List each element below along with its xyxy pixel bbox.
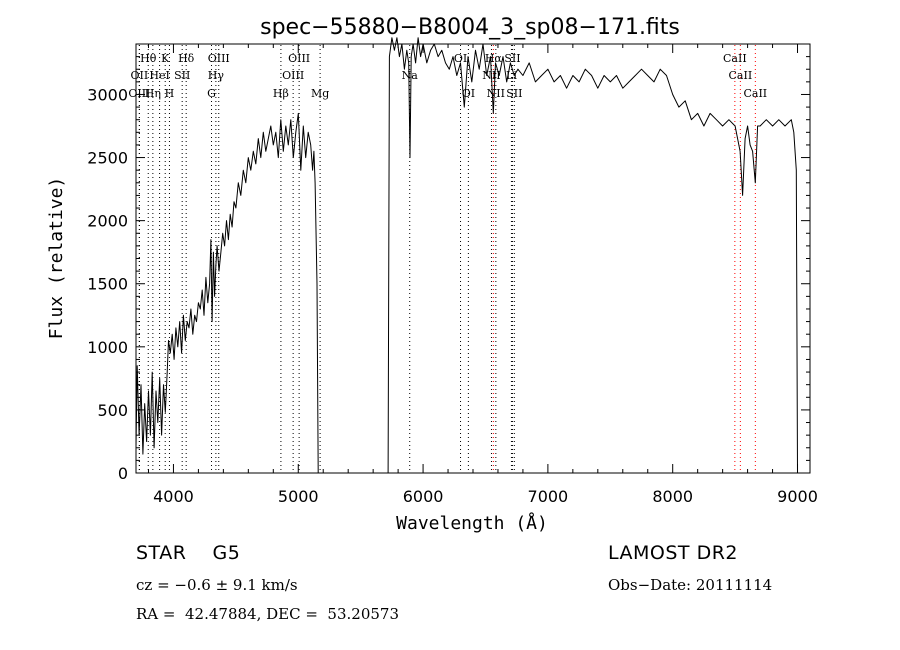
line-label-23: Mg (311, 87, 329, 100)
line-label-9: OII (131, 69, 149, 82)
plot-frame (135, 43, 811, 474)
y-axis-label: Flux (relative) (46, 177, 67, 340)
line-label-20: H (165, 87, 175, 100)
x-tick-label-1: 5000 (278, 487, 319, 506)
observation-date: Obs−Date: 20111114 (608, 576, 773, 594)
x-tick-label-5: 9000 (777, 487, 818, 506)
spectrum-segment-1 (387, 37, 798, 474)
line-label-12: Hγ (208, 69, 225, 82)
x-tick-label-4: 8000 (652, 487, 693, 506)
sky-coordinates: RA = 42.47884, DEC = 53.20573 (136, 605, 400, 623)
spectrum-segment-0 (135, 112, 319, 474)
line-label-22: Hβ (273, 87, 289, 100)
line-label-26: SII (506, 87, 522, 100)
y-tick-label-1: 500 (97, 401, 128, 420)
line-label-6: Hα (485, 52, 503, 65)
line-label-17: CaII (729, 69, 753, 82)
y-tick-label-2: 1000 (87, 338, 128, 357)
y-axis-ticks: 0 500 1000 1500 2000 2500 3000 (87, 43, 810, 483)
y-tick-label-0: 0 (118, 464, 128, 483)
line-label-4: OIII (288, 52, 310, 65)
line-label-2: Hδ (178, 52, 195, 65)
x-tick-label-3: 7000 (528, 487, 569, 506)
line-label-3: OIII (208, 52, 230, 65)
line-label-5: OI (454, 52, 467, 65)
line-label-27: CaII (743, 87, 767, 100)
y-tick-label-5: 2500 (87, 149, 128, 168)
line-label-8: CaII (723, 52, 747, 65)
y-tick-label-6: 3000 (87, 85, 128, 104)
y-tick-label-4: 2000 (87, 212, 128, 231)
redshift-velocity: cz = −0.6 ± 9.1 km/s (136, 576, 298, 594)
line-label-11: SII (174, 69, 190, 82)
spectrum-series (135, 37, 798, 474)
line-label-14: Na (402, 69, 419, 82)
object-class: STAR G5 (136, 542, 241, 564)
survey-name: LAMOST DR2 (608, 542, 738, 564)
line-label-21: G (207, 87, 216, 100)
line-label-13: OIII (282, 69, 304, 82)
x-tick-label-2: 6000 (403, 487, 444, 506)
line-label-10: HeI (149, 69, 169, 82)
x-axis-label: Wavelength (Å) (396, 512, 548, 534)
line-label-1: K (161, 52, 170, 65)
line-label-19: Hη (145, 87, 161, 100)
line-label-18: OIII (128, 87, 150, 100)
line-label-7: SII (504, 52, 520, 65)
x-axis-ticks: 4000 5000 6000 7000 8000 9000 (147, 44, 818, 506)
line-label-0: Hθ (140, 52, 157, 65)
spectral-line-markers (138, 45, 756, 472)
line-label-25: NII (487, 87, 505, 100)
line-label-16: Li (506, 69, 517, 82)
chart-title: spec−55880−B8004_3_sp08−171.fits (260, 15, 680, 40)
y-tick-label-3: 1500 (87, 275, 128, 294)
x-tick-label-0: 4000 (153, 487, 194, 506)
